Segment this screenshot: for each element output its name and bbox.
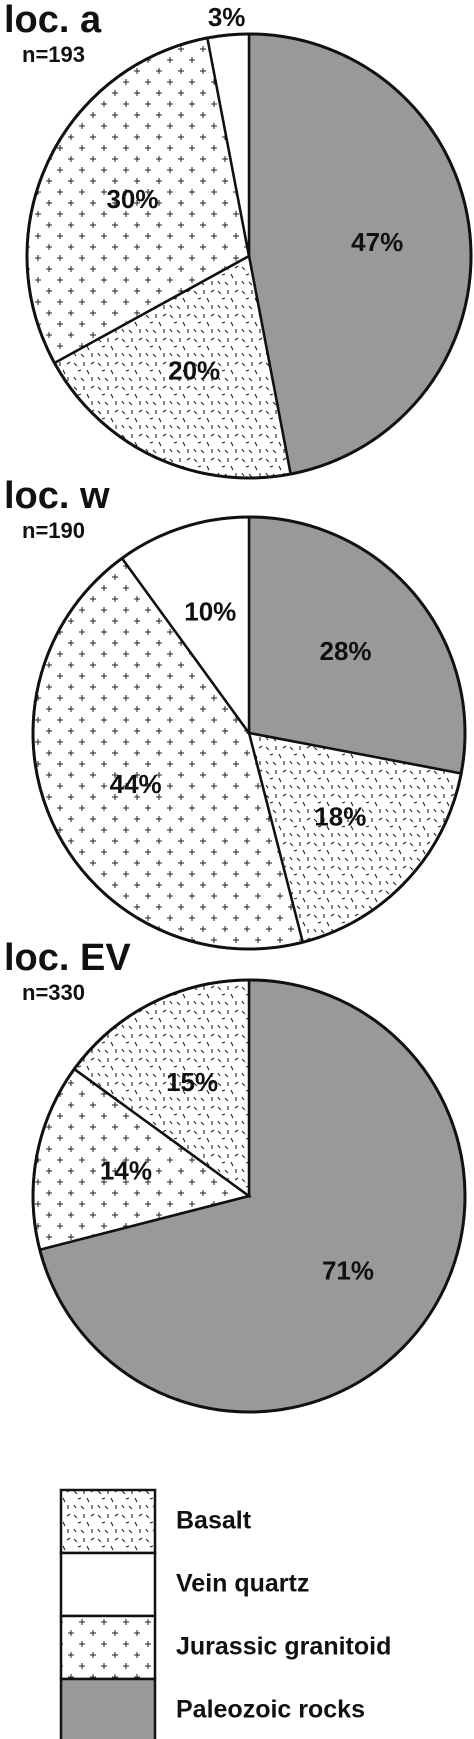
value-label: 28%	[320, 636, 372, 666]
pie-outline	[31, 515, 467, 951]
chart-subtitle: n=330	[22, 980, 85, 1005]
chart-title: loc. a	[4, 0, 102, 41]
value-label: 14%	[100, 1155, 152, 1185]
value-label: 30%	[106, 184, 158, 214]
legend-swatch	[59, 1614, 157, 1681]
chart-title: loc. w	[4, 475, 110, 517]
value-label: 3%	[208, 2, 246, 32]
value-label: 20%	[168, 355, 220, 385]
value-label: 47%	[351, 227, 403, 257]
pie-outline	[31, 978, 467, 1414]
legend-label: Jurassic granitoid	[176, 1633, 391, 1661]
legend-swatch	[59, 1551, 157, 1618]
legend-label: Paleozoic rocks	[176, 1696, 365, 1724]
value-label: 10%	[184, 597, 236, 627]
chart-subtitle: n=190	[22, 518, 85, 543]
chart-subtitle: n=193	[22, 42, 85, 67]
pie-outline	[25, 32, 473, 480]
value-label: 18%	[314, 802, 366, 832]
legend-swatch	[59, 1488, 157, 1555]
legend-label: Basalt	[176, 1507, 252, 1535]
value-label: 15%	[166, 1067, 218, 1097]
legend-label: Vein quartz	[176, 1570, 309, 1598]
value-label: 71%	[322, 1256, 374, 1286]
legend-swatch	[59, 1677, 157, 1739]
value-label: 44%	[110, 769, 162, 799]
chart-title: loc. EV	[4, 937, 131, 979]
